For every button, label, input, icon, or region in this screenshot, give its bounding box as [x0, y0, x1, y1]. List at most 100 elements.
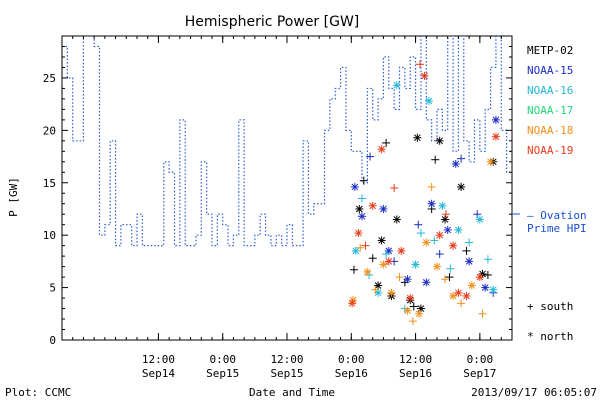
x-tick-time: 0:00: [338, 353, 365, 366]
data-point: [457, 154, 466, 163]
data-point: [462, 246, 471, 255]
data-point: [424, 96, 433, 105]
plot-area: [61, 35, 513, 341]
x-axis: 12:00Sep140:00Sep1512:00Sep150:00Sep1612…: [61, 36, 513, 380]
data-point: [435, 136, 444, 145]
data-point: [384, 257, 393, 266]
data-point: [486, 157, 495, 166]
data-point: [411, 260, 420, 269]
data-point: [366, 152, 375, 161]
data-point: [358, 212, 366, 221]
data-point: [356, 243, 365, 252]
data-point: [427, 182, 436, 191]
data-point: [355, 204, 364, 213]
series-noaa-15: [350, 115, 500, 297]
data-point: [465, 238, 474, 247]
data-point: [449, 291, 458, 300]
series-noaa-16: [351, 81, 498, 313]
data-point: [462, 291, 471, 300]
data-point: [349, 265, 358, 274]
data-point: [374, 281, 383, 290]
data-point: [368, 201, 377, 210]
x-tick-date: Sep16: [399, 367, 432, 380]
data-point: [451, 159, 460, 168]
y-tick-label: 10: [43, 229, 56, 242]
legend-entry-noaa-17: NOAA-17: [527, 104, 573, 117]
data-point: [489, 285, 498, 294]
series-noaa-18: [349, 157, 495, 326]
data-point: [406, 294, 415, 303]
legend-entry-metp-02: METP-02: [527, 44, 573, 57]
data-point: [377, 145, 386, 154]
legend-marker-south: + south: [527, 300, 573, 313]
data-point: [382, 138, 391, 147]
data-point: [354, 229, 363, 238]
data-point: [379, 204, 388, 213]
x-tick-date: Sep17: [463, 367, 496, 380]
x-tick-time: 12:00: [399, 353, 432, 366]
data-point: [430, 236, 439, 245]
data-point: [392, 215, 401, 224]
legend-entry-noaa-16: NOAA-16: [527, 84, 573, 97]
data-point: [403, 275, 412, 284]
data-point: [431, 155, 440, 164]
data-point: [454, 288, 463, 297]
legend: METP-02 NOAA-15 NOAA-16 NOAA-17 NOAA-18 NOAA-…: [512, 44, 587, 343]
data-point: [454, 225, 463, 234]
data-point: [441, 210, 450, 219]
series-metp-02: [349, 133, 498, 313]
data-point: [403, 306, 412, 315]
data-point: [422, 238, 431, 247]
data-point: [446, 264, 455, 273]
data-point: [379, 260, 388, 269]
legend-ovation-line1: — Ovation: [527, 209, 587, 222]
series-noaa-19: [348, 60, 500, 308]
y-tick-label: 20: [43, 124, 56, 137]
data-point: [351, 246, 360, 255]
data-point: [361, 241, 370, 250]
data-point: [478, 309, 487, 318]
data-point: [435, 250, 444, 259]
data-point: [413, 133, 422, 142]
data-point: [363, 267, 372, 276]
data-point: [475, 215, 484, 224]
data-point: [358, 194, 366, 203]
x-tick-date: Sep14: [142, 367, 175, 380]
data-point: [368, 254, 377, 263]
data-point: [392, 81, 401, 90]
footer-left: Plot: CCMC: [5, 386, 71, 399]
data-point: [387, 288, 396, 297]
data-point: [438, 201, 447, 210]
data-point: [350, 182, 359, 191]
data-point: [382, 250, 391, 259]
footer-timestamp: 2013/09/17 06:05:07: [471, 386, 597, 399]
x-tick-time: 12:00: [270, 353, 303, 366]
data-point: [433, 262, 441, 271]
y-tick-label: 5: [49, 282, 56, 295]
data-point: [491, 115, 500, 124]
data-point: [414, 220, 423, 229]
data-point: [435, 231, 444, 240]
data-point: [481, 283, 490, 292]
x-axis-label: Date and Time: [249, 386, 335, 399]
data-point: [441, 215, 450, 224]
y-axis-label: P [GW]: [7, 177, 20, 217]
data-point: [465, 257, 474, 266]
x-tick-time: 12:00: [142, 353, 175, 366]
data-point: [409, 302, 418, 311]
data-point: [416, 60, 425, 69]
data-point: [483, 255, 492, 264]
data-point: [415, 309, 424, 318]
data-point: [420, 71, 429, 80]
legend-entry-noaa-18: NOAA-18: [527, 124, 573, 137]
data-point: [359, 176, 368, 185]
data-point: [422, 278, 431, 287]
legend-entry-noaa-19: NOAA-19: [527, 144, 573, 157]
data-point: [449, 241, 458, 250]
plot-frame: [61, 35, 513, 341]
data-point: [491, 132, 500, 141]
legend-entry-noaa-15: NOAA-15: [527, 64, 573, 77]
data-point: [397, 246, 406, 255]
data-point: [441, 275, 450, 284]
